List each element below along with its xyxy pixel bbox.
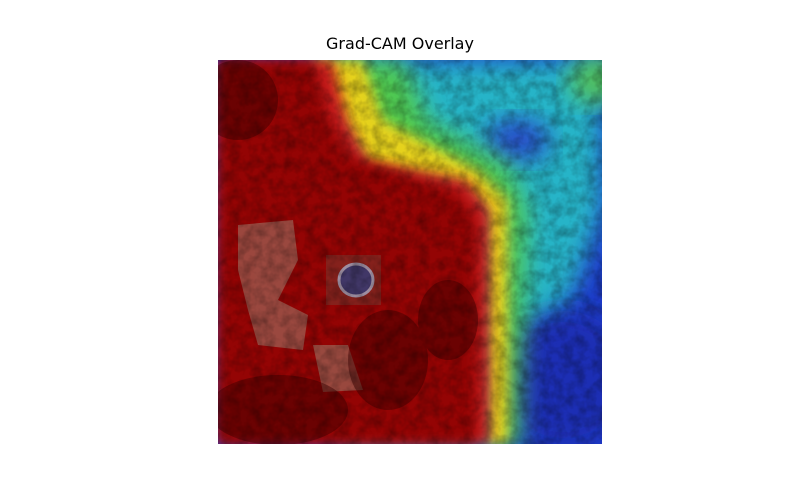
figure-title: Grad-CAM Overlay	[326, 34, 474, 53]
foliage-texture	[218, 60, 602, 444]
heatmap-svg	[218, 60, 602, 444]
gradcam-overlay-image	[218, 60, 602, 444]
